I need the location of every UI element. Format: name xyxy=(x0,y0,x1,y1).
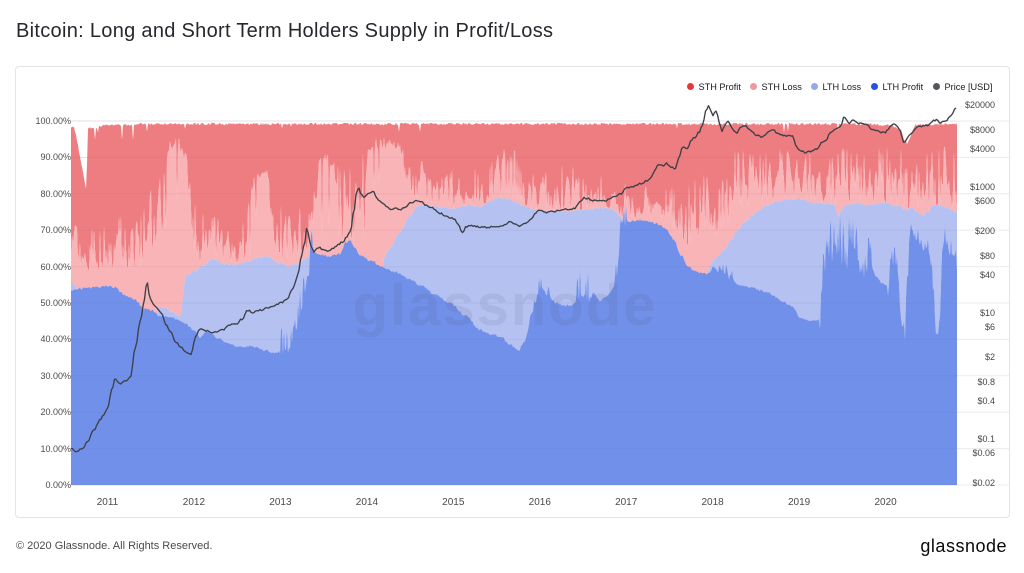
svg-text:glassnode: glassnode xyxy=(353,273,658,338)
